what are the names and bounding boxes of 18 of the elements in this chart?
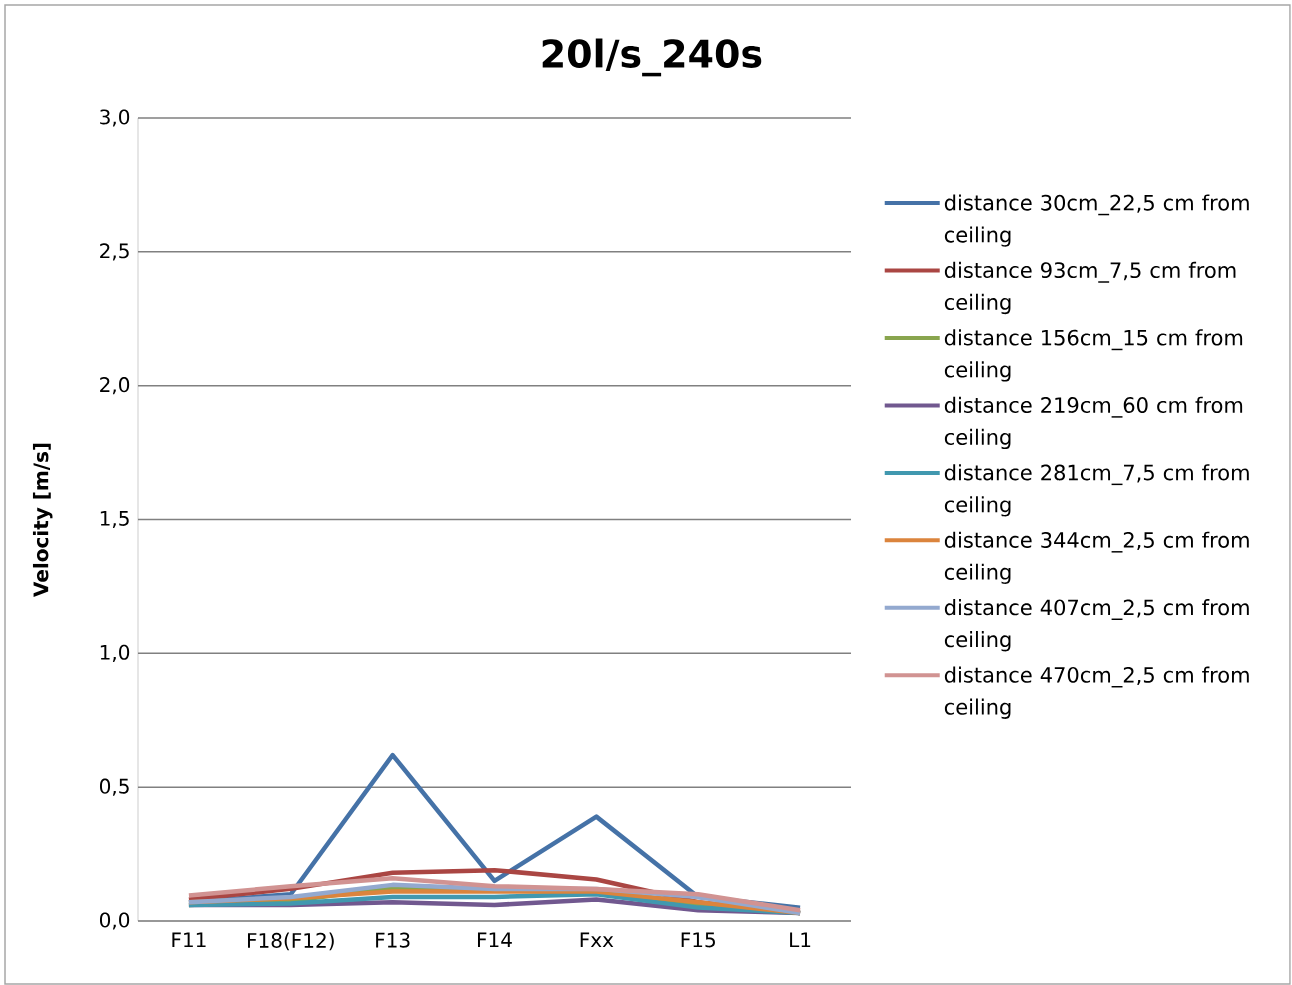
y-tick-label: 3,0 [100, 109, 130, 127]
y-tick-label: 0,5 [99, 778, 129, 796]
x-tick-label: F14 [477, 932, 512, 948]
y-tick-label: 1,0 [100, 644, 130, 662]
chart-title: 20l/s_240s [542, 38, 762, 77]
y-tick-label: 2,5 [100, 243, 129, 261]
x-tick-label: F11 [172, 932, 206, 948]
line-series [186, 875, 803, 913]
y-tick-label: 1,5 [100, 511, 129, 528]
x-tick-label: F15 [681, 932, 715, 948]
legend-label: distance 470cm_2,5 cm from ceiling [944, 666, 1249, 719]
y-axis-title: Velocity [m/s] [32, 443, 53, 597]
y-tick-label: 0,0 [99, 912, 130, 930]
x-tick-label: L1 [790, 932, 811, 948]
x-tick-label: F18(F12) [247, 932, 334, 951]
x-tick-label: Fxx [580, 932, 614, 948]
y-tick-label: 2,0 [100, 377, 130, 395]
x-tick-label: F13 [376, 932, 410, 948]
